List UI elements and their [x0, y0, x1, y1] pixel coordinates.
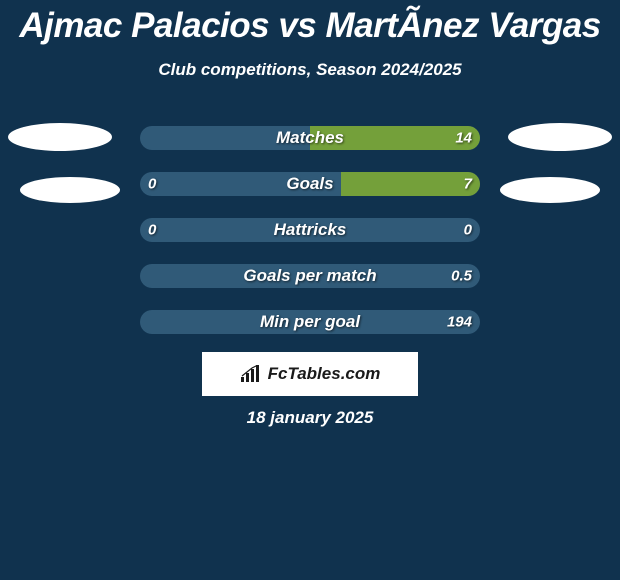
stat-row: Goals per match 0.5 [0, 264, 620, 288]
brand-text: FcTables.com [268, 352, 381, 396]
team-badge-oval [500, 177, 600, 203]
team-badge-oval [20, 177, 120, 203]
page-title: Ajmac Palacios vs MartÃ­nez Vargas [0, 0, 620, 46]
stat-value-right: 7 [464, 176, 472, 193]
stat-value-right: 0 [464, 222, 472, 239]
comparison-infographic: Ajmac Palacios vs MartÃ­nez Vargas Club … [0, 0, 620, 580]
bars-icon [240, 365, 262, 383]
stat-value-right: 194 [447, 314, 472, 331]
brand-box: FcTables.com [202, 352, 418, 396]
stat-label: Min per goal [260, 312, 360, 332]
stat-bar-right-fill [341, 172, 480, 196]
stat-value-left: 0 [148, 222, 156, 239]
stat-row: Min per goal 194 [0, 310, 620, 334]
team-badge-oval [8, 123, 112, 151]
stat-row: Hattricks 0 0 [0, 218, 620, 242]
page-subtitle: Club competitions, Season 2024/2025 [0, 60, 620, 80]
stat-label: Hattricks [274, 220, 347, 240]
stat-label: Goals per match [243, 266, 376, 286]
team-badge-oval [508, 123, 612, 151]
stat-label: Goals [286, 174, 333, 194]
stat-value-left: 0 [148, 176, 156, 193]
stat-value-right: 0.5 [451, 268, 472, 285]
stat-label: Matches [276, 128, 344, 148]
stats-rows: Matches 14 Goals 0 7 Hattricks 0 0 Goals per mat… [0, 126, 620, 356]
stat-value-right: 14 [455, 130, 472, 147]
snapshot-date: 18 january 2025 [247, 408, 374, 428]
